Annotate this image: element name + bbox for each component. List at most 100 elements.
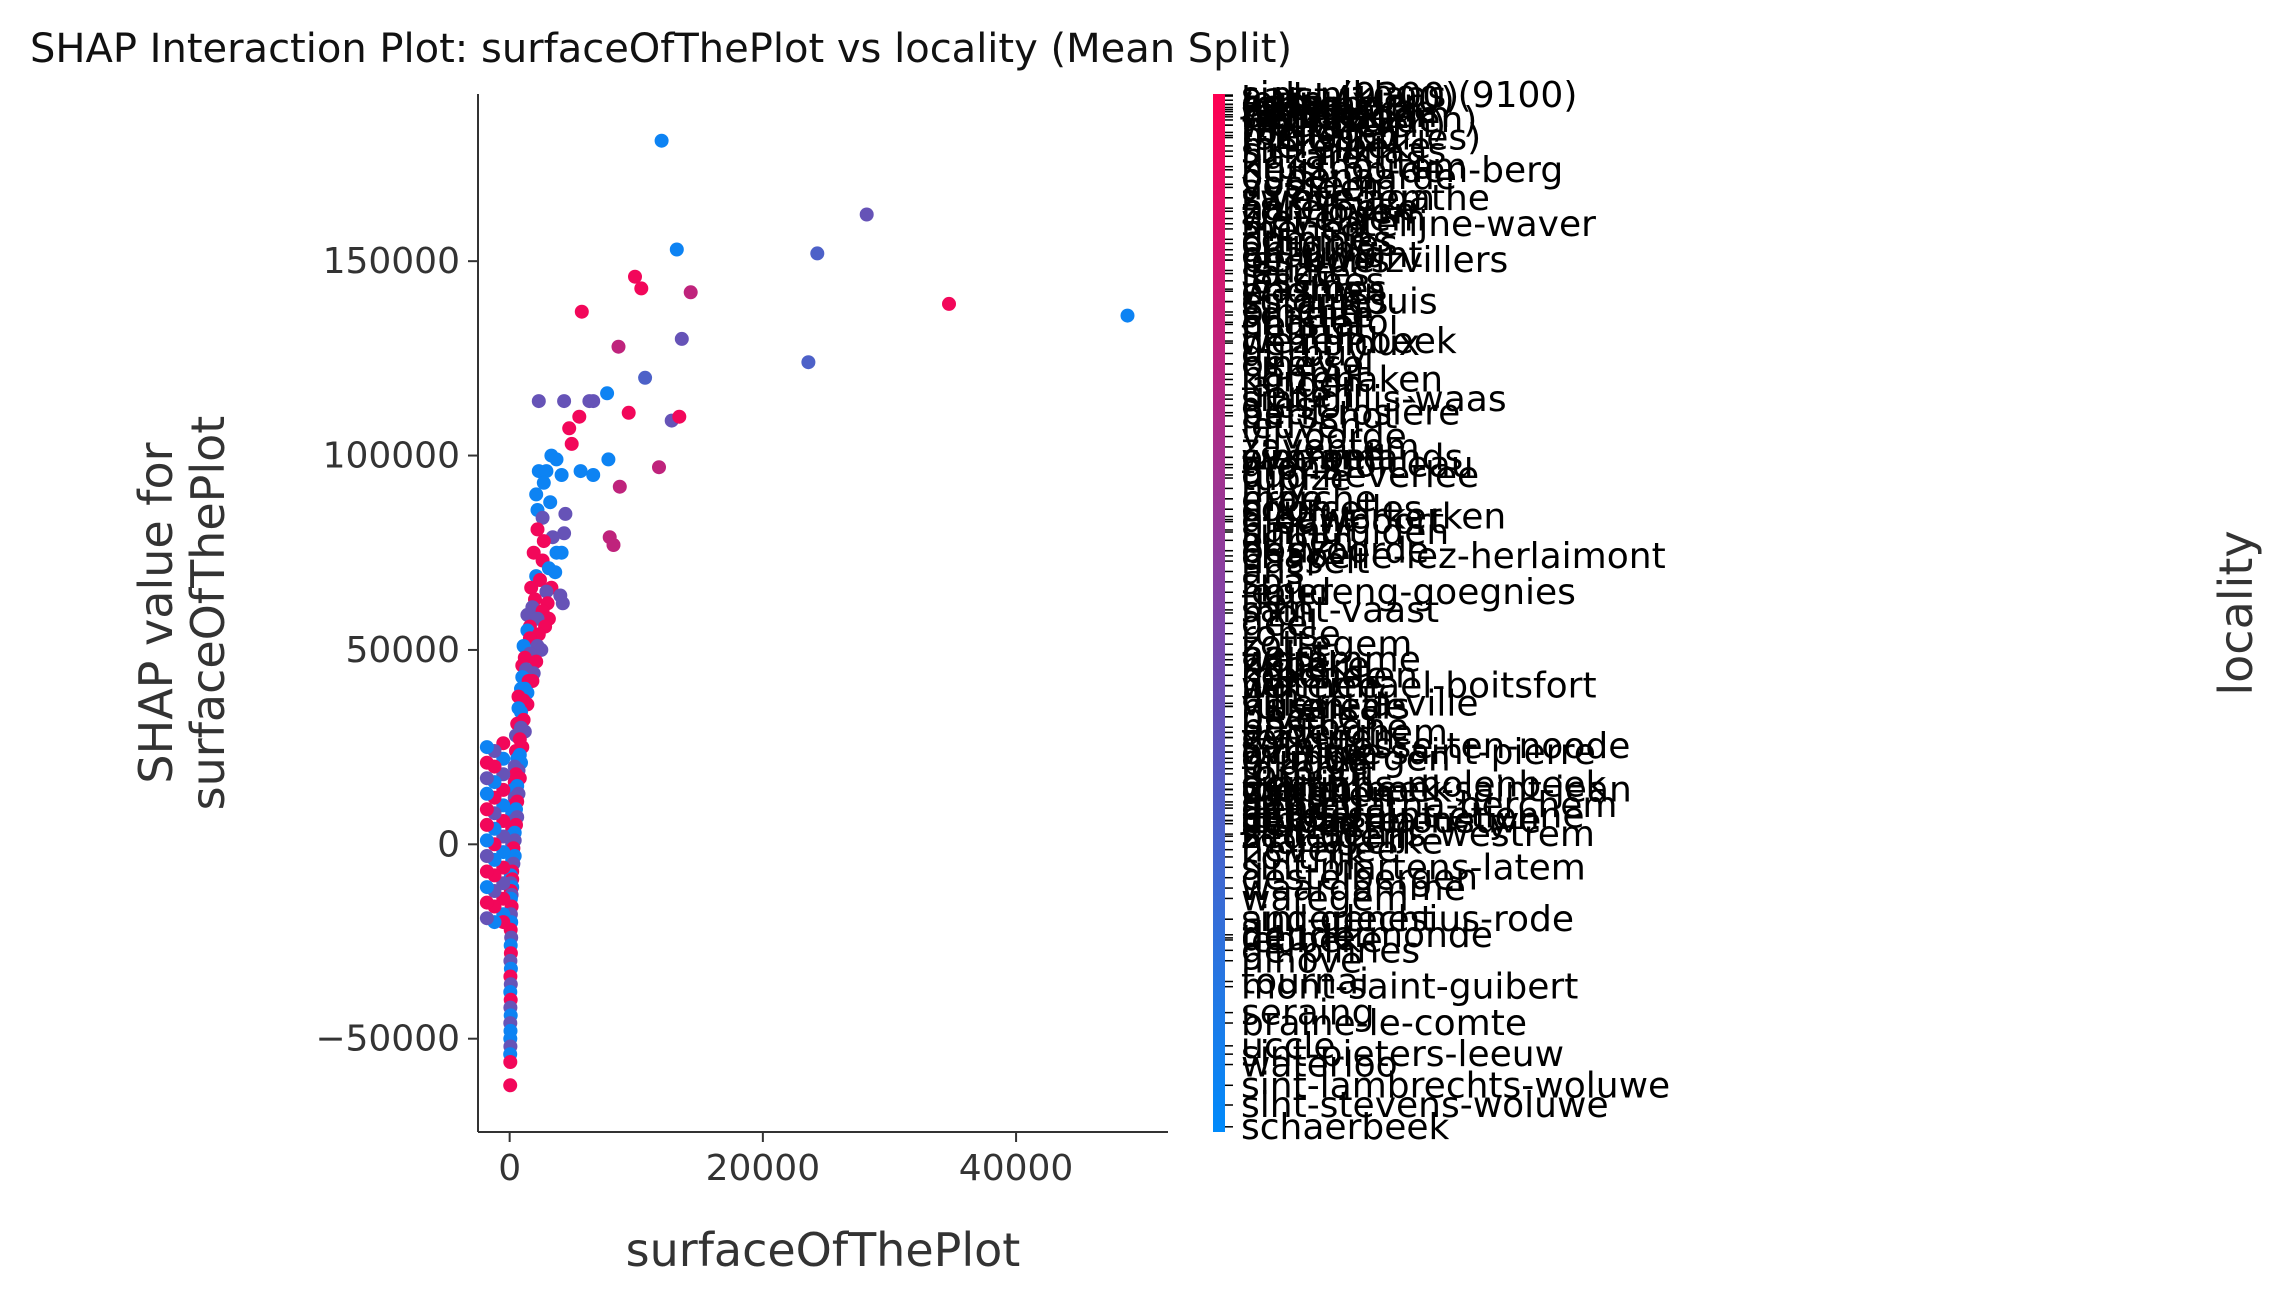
colorbar-tick-label: courcelles — [1241, 489, 1423, 530]
colorbar-tick-label: mechelen — [1241, 655, 1418, 696]
data-point — [652, 460, 666, 475]
colorbar-tick-label: nieuwerkerken — [1241, 496, 1506, 537]
colorbar-tick-label: sint-genesius-rode — [1241, 899, 1574, 940]
data-point — [479, 786, 494, 801]
data-point — [572, 409, 587, 424]
colorbar-tick-label: petit-rosière — [1241, 393, 1460, 434]
colorbar-tick-label: torhout — [1241, 754, 1373, 795]
colorbar-tick-label: diepenbeek — [1241, 769, 1452, 810]
colorbar-tick-label: grimbergen — [1241, 738, 1451, 779]
data-point — [801, 355, 816, 370]
y-tick-label: −50000 — [315, 1019, 460, 1060]
data-point — [479, 911, 494, 926]
colorbar-tick-label: ans — [1241, 551, 1305, 592]
x-tick-label: 0 — [498, 1148, 521, 1189]
colorbar-tick-label: aalst (9300) — [1241, 76, 1459, 117]
colorbar-tick-label: charleroi — [1241, 302, 1399, 343]
data-point — [479, 802, 494, 817]
colorbar-tick-label: beersel — [1241, 344, 1374, 385]
colorbar-tick-label: leuven — [1241, 406, 1362, 447]
data-point — [1120, 308, 1135, 323]
colorbar-tick-label: lebbeke — [1241, 920, 1383, 961]
data-point — [555, 596, 570, 611]
colorbar-tick-label: ottignies — [1241, 223, 1398, 264]
colorbar-tick-label: mont-saint-guibert — [1241, 967, 1578, 1008]
colorbar-tick-label: les bons villers — [1241, 240, 1508, 281]
colorbar-tick-label: (brugge) — [1241, 112, 1397, 153]
colorbar-tick-label: durbuy — [1241, 334, 1368, 375]
colorbar-tick-label: (mechelen) — [1241, 105, 1446, 146]
colorbar-tick-label: zonhoven — [1241, 191, 1416, 232]
colorbar-tick-label: sint-pieters-leeuw — [1241, 1034, 1564, 1075]
colorbar-tick-label: court-saint-étienne — [1241, 795, 1584, 836]
colorbar-tick-label: dinant — [1241, 500, 1356, 541]
data-point — [557, 526, 572, 541]
data-point — [674, 331, 689, 346]
data-point — [557, 394, 572, 409]
colorbar-tick-label: brugge — [1241, 742, 1369, 783]
colorbar-tick-label: tielt — [1241, 583, 1311, 624]
colorbar-tick-label: ciney — [1241, 344, 1337, 385]
colorbar-tick-label: bastogne — [1241, 707, 1409, 748]
colorbar-tick-label: koksijde — [1241, 655, 1387, 696]
colorbar-tick-label: sint-martens-latem — [1241, 847, 1586, 888]
x-axis-label: surfaceOfThePlot — [626, 1223, 1021, 1277]
colorbar-tick-label: sint-niklaas — [1241, 131, 1446, 172]
colorbar-tick-label: merelbeke — [1241, 126, 1431, 167]
data-point — [529, 654, 544, 669]
colorbar-tick-label: zottegem — [1241, 624, 1412, 665]
colorbar-tick-label: leuze — [1241, 250, 1337, 291]
data-point — [479, 740, 494, 755]
colorbar-tick-label: tournai — [1241, 961, 1369, 1002]
colorbar-tick-label: halle — [1241, 645, 1328, 686]
colorbar-tick-label: heverlee — [1241, 830, 1399, 871]
colorbar-tick-label: binche — [1241, 292, 1361, 333]
colorbar-tick-label: céroux-mousty — [1241, 801, 1510, 842]
colorbar-tick-label: uccle — [1241, 1026, 1336, 1067]
colorbar-tick-label: knokke — [1241, 645, 1369, 686]
data-point — [479, 833, 494, 848]
colorbar-tick-label: waardamme — [1241, 868, 1466, 909]
colorbar-tick-label: pecq — [1241, 697, 1329, 738]
data-point — [574, 304, 589, 319]
colorbar-tick-label: louvain-la-neuve — [1241, 801, 1541, 842]
colorbar-tick-label: wezembeek — [1241, 321, 1457, 362]
colorbar-tick-label: harelbeke — [1241, 188, 1419, 229]
colorbar-tick-label: tervuren — [1241, 718, 1395, 759]
colorbar-tick-label: wetteren — [1241, 105, 1402, 146]
colorbar-tick-label: houdeng-goegnies — [1241, 572, 1576, 613]
data-point — [536, 475, 551, 490]
data-point — [539, 464, 554, 479]
colorbar-tick-label: zedelgem — [1241, 816, 1417, 857]
colorbar-tick-label: eupen — [1241, 520, 1354, 561]
data-point — [548, 565, 563, 580]
colorbar-tick-label: ath — [1241, 676, 1300, 717]
colorbar-tick-label: berlare — [1241, 95, 1369, 136]
data-point — [529, 487, 544, 502]
y-tick-label: 50000 — [345, 630, 460, 671]
colorbar-tick-label: enghien — [1241, 271, 1387, 312]
colorbar-tick-label: soignies — [1241, 282, 1388, 323]
data-point — [503, 1055, 518, 1069]
colorbar-tick-label: sint-katelijne-waver — [1241, 204, 1596, 245]
colorbar-tick-label: zaventem — [1241, 427, 1420, 468]
colorbar-tick-label: wondelgem — [1241, 95, 1450, 136]
colorbar-tick-label: landen — [1241, 365, 1364, 406]
colorbar-tick-label: ninove — [1241, 941, 1362, 982]
data-point — [586, 468, 601, 482]
colorbar-tick-label: sint-amands — [1241, 437, 1463, 478]
colorbar-tick-label: lessines — [1241, 261, 1384, 302]
colorbar-tick-label: estaimpuis — [1241, 282, 1438, 323]
colorbar-tick-label: dendermonde — [1241, 915, 1493, 956]
colorbar-tick-label: wemmel — [1241, 437, 1395, 478]
colorbar-tick-label: genval — [1241, 788, 1362, 829]
y-axis-label: surfaceOfThePlot — [181, 416, 235, 811]
data-point — [628, 269, 642, 284]
colorbar-tick-label: ronse — [1241, 614, 1341, 655]
colorbar-tick-label: aarschot — [1241, 396, 1397, 437]
colorbar-tick-label: wevelgem — [1241, 199, 1426, 240]
colorbar-tick-label: mol — [1241, 593, 1308, 634]
data-point — [601, 452, 616, 467]
colorbar-tick-label: gerpinnes — [1241, 930, 1420, 971]
